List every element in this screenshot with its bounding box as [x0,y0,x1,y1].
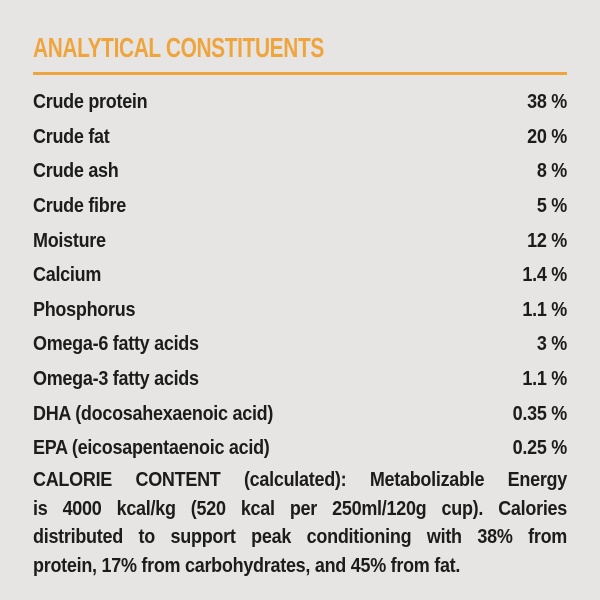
table-row: DHA (docosahexaenoic acid) 0.35 % [33,397,567,432]
constituent-label: Crude protein [33,91,148,114]
table-row: Crude protein 38 % [33,86,567,121]
table-row: Phosphorus 1.1 % [33,293,567,328]
table-row: Calcium 1.4 % [33,258,567,293]
constituent-label: EPA (eicosapentaenoic acid) [33,437,270,460]
title-underline [33,72,568,75]
calorie-content-line: is 4000 kcal/kg (520 kcal per 250ml/120g… [33,497,568,520]
table-row: Crude fibre 5 % [33,189,567,224]
constituent-label: Moisture [33,229,106,252]
constituent-value: 20 % [527,125,568,148]
table-row: EPA (eicosapentaenoic acid) 0.25 % [33,431,567,466]
constituent-label: Calcium [33,264,102,287]
constituent-value: 38 % [527,91,568,114]
constituent-label: Omega-6 fatty acids [33,333,199,356]
constituents-table: Crude protein 38 % Crude fat 20 % Crude … [33,86,567,467]
table-row: Omega-3 fatty acids 1.1 % [33,362,567,397]
calorie-content-line: distributed to support peak conditioning… [33,526,568,549]
table-row: Crude ash 8 % [33,155,567,190]
constituent-value: 1.4 % [522,264,568,287]
table-row: Omega-6 fatty acids 3 % [33,328,567,363]
constituent-value: 5 % [536,195,568,218]
constituent-label: DHA (docosahexaenoic acid) [33,402,274,425]
table-row: Moisture 12 % [33,224,567,259]
calorie-content-line: protein, 17% from carbohydrates, and 45%… [33,554,461,577]
content-column: ANALYTICAL CONSTITUENTS Crude protein 38… [33,34,567,580]
constituent-label: Crude fibre [33,195,126,218]
section-title: ANALYTICAL CONSTITUENTS [33,32,324,63]
constituent-value: 0.35 % [512,402,568,425]
constituent-value: 12 % [527,229,568,252]
table-row: Crude fat 20 % [33,120,567,155]
calorie-content-line: CALORIE CONTENT (calculated): Metaboliza… [33,469,568,492]
calorie-content-paragraph: CALORIE CONTENT (calculated): Metaboliza… [33,466,567,580]
constituent-value: 1.1 % [522,298,568,321]
constituent-value: 8 % [536,160,568,183]
constituent-label: Crude ash [33,160,119,183]
constituent-label: Crude fat [33,125,110,148]
constituent-label: Phosphorus [33,298,136,321]
constituent-value: 3 % [536,333,568,356]
constituent-value: 1.1 % [522,368,568,391]
constituent-label: Omega-3 fatty acids [33,368,199,391]
constituent-value: 0.25 % [512,437,568,460]
